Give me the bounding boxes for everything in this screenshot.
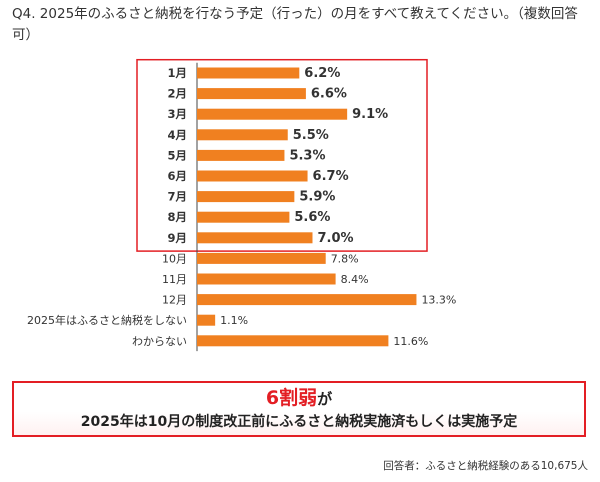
category-label: 5月 <box>167 148 187 162</box>
category-label: 8月 <box>167 210 187 224</box>
value-label: 8.4% <box>341 273 369 286</box>
bar <box>197 211 290 223</box>
category-label: 4月 <box>167 128 187 142</box>
bar <box>197 149 285 161</box>
bar <box>197 191 295 203</box>
callout-headline: 6割弱が <box>14 386 584 411</box>
category-label: 12月 <box>162 294 187 307</box>
bar <box>197 129 288 141</box>
bar <box>197 67 300 79</box>
bar <box>197 273 336 285</box>
value-label: 5.3% <box>289 148 325 163</box>
callout-tail: が <box>317 390 333 408</box>
bar-chart: 1月 6.2% 2月 6.6% 3月 9.1% 4月 5.5% 5月 5.3% 6月 6.7% 7月 5.… <box>27 58 456 352</box>
category-label: 9月 <box>167 231 187 245</box>
highlight-box <box>136 58 428 252</box>
value-label: 11.6% <box>393 335 428 348</box>
bar <box>197 88 306 100</box>
callout-detail: 2025年は10月の制度改正前にふるさと納税実施済もしくは実施予定 <box>80 414 518 430</box>
bar <box>197 294 417 306</box>
bar <box>197 252 326 264</box>
value-label: 6.7% <box>313 169 349 184</box>
value-label: 6.6% <box>311 87 347 102</box>
bar <box>197 232 313 244</box>
value-label: 6.2% <box>304 66 340 81</box>
value-label: 5.6% <box>294 210 330 225</box>
category-label: 1月 <box>167 66 187 80</box>
value-label: 7.8% <box>331 252 359 265</box>
category-label: 10月 <box>162 252 187 265</box>
bar <box>197 170 308 182</box>
callout-box: 6割弱が 2025年は10月の制度改正前にふるさと納税実施済もしくは実施予定 <box>12 381 586 437</box>
category-label: 3月 <box>167 107 187 121</box>
respondent-note: 回答者：ふるさと納税経験のある10,675人 <box>383 460 588 472</box>
value-label: 9.1% <box>352 107 388 122</box>
value-label: 13.3% <box>421 294 456 307</box>
bar <box>197 335 389 347</box>
value-label: 7.0% <box>318 231 354 246</box>
value-label: 1.1% <box>220 314 248 327</box>
callout-highlight: 6割弱 <box>265 387 318 409</box>
category-label: 6月 <box>167 169 187 183</box>
bar <box>197 108 348 120</box>
category-label: わからない <box>132 335 187 348</box>
value-label: 5.9% <box>299 190 335 205</box>
category-label: 11月 <box>162 273 187 286</box>
category-label: 2月 <box>167 87 187 101</box>
category-label: 2025年はふるさと納税をしない <box>27 313 187 327</box>
question-text: Q4. 2025年のふるさと納税を行なう予定（行った）の月をすべて教えてください… <box>12 6 578 43</box>
value-label: 5.5% <box>293 128 329 143</box>
category-label: 7月 <box>167 190 187 204</box>
bar <box>197 314 216 326</box>
